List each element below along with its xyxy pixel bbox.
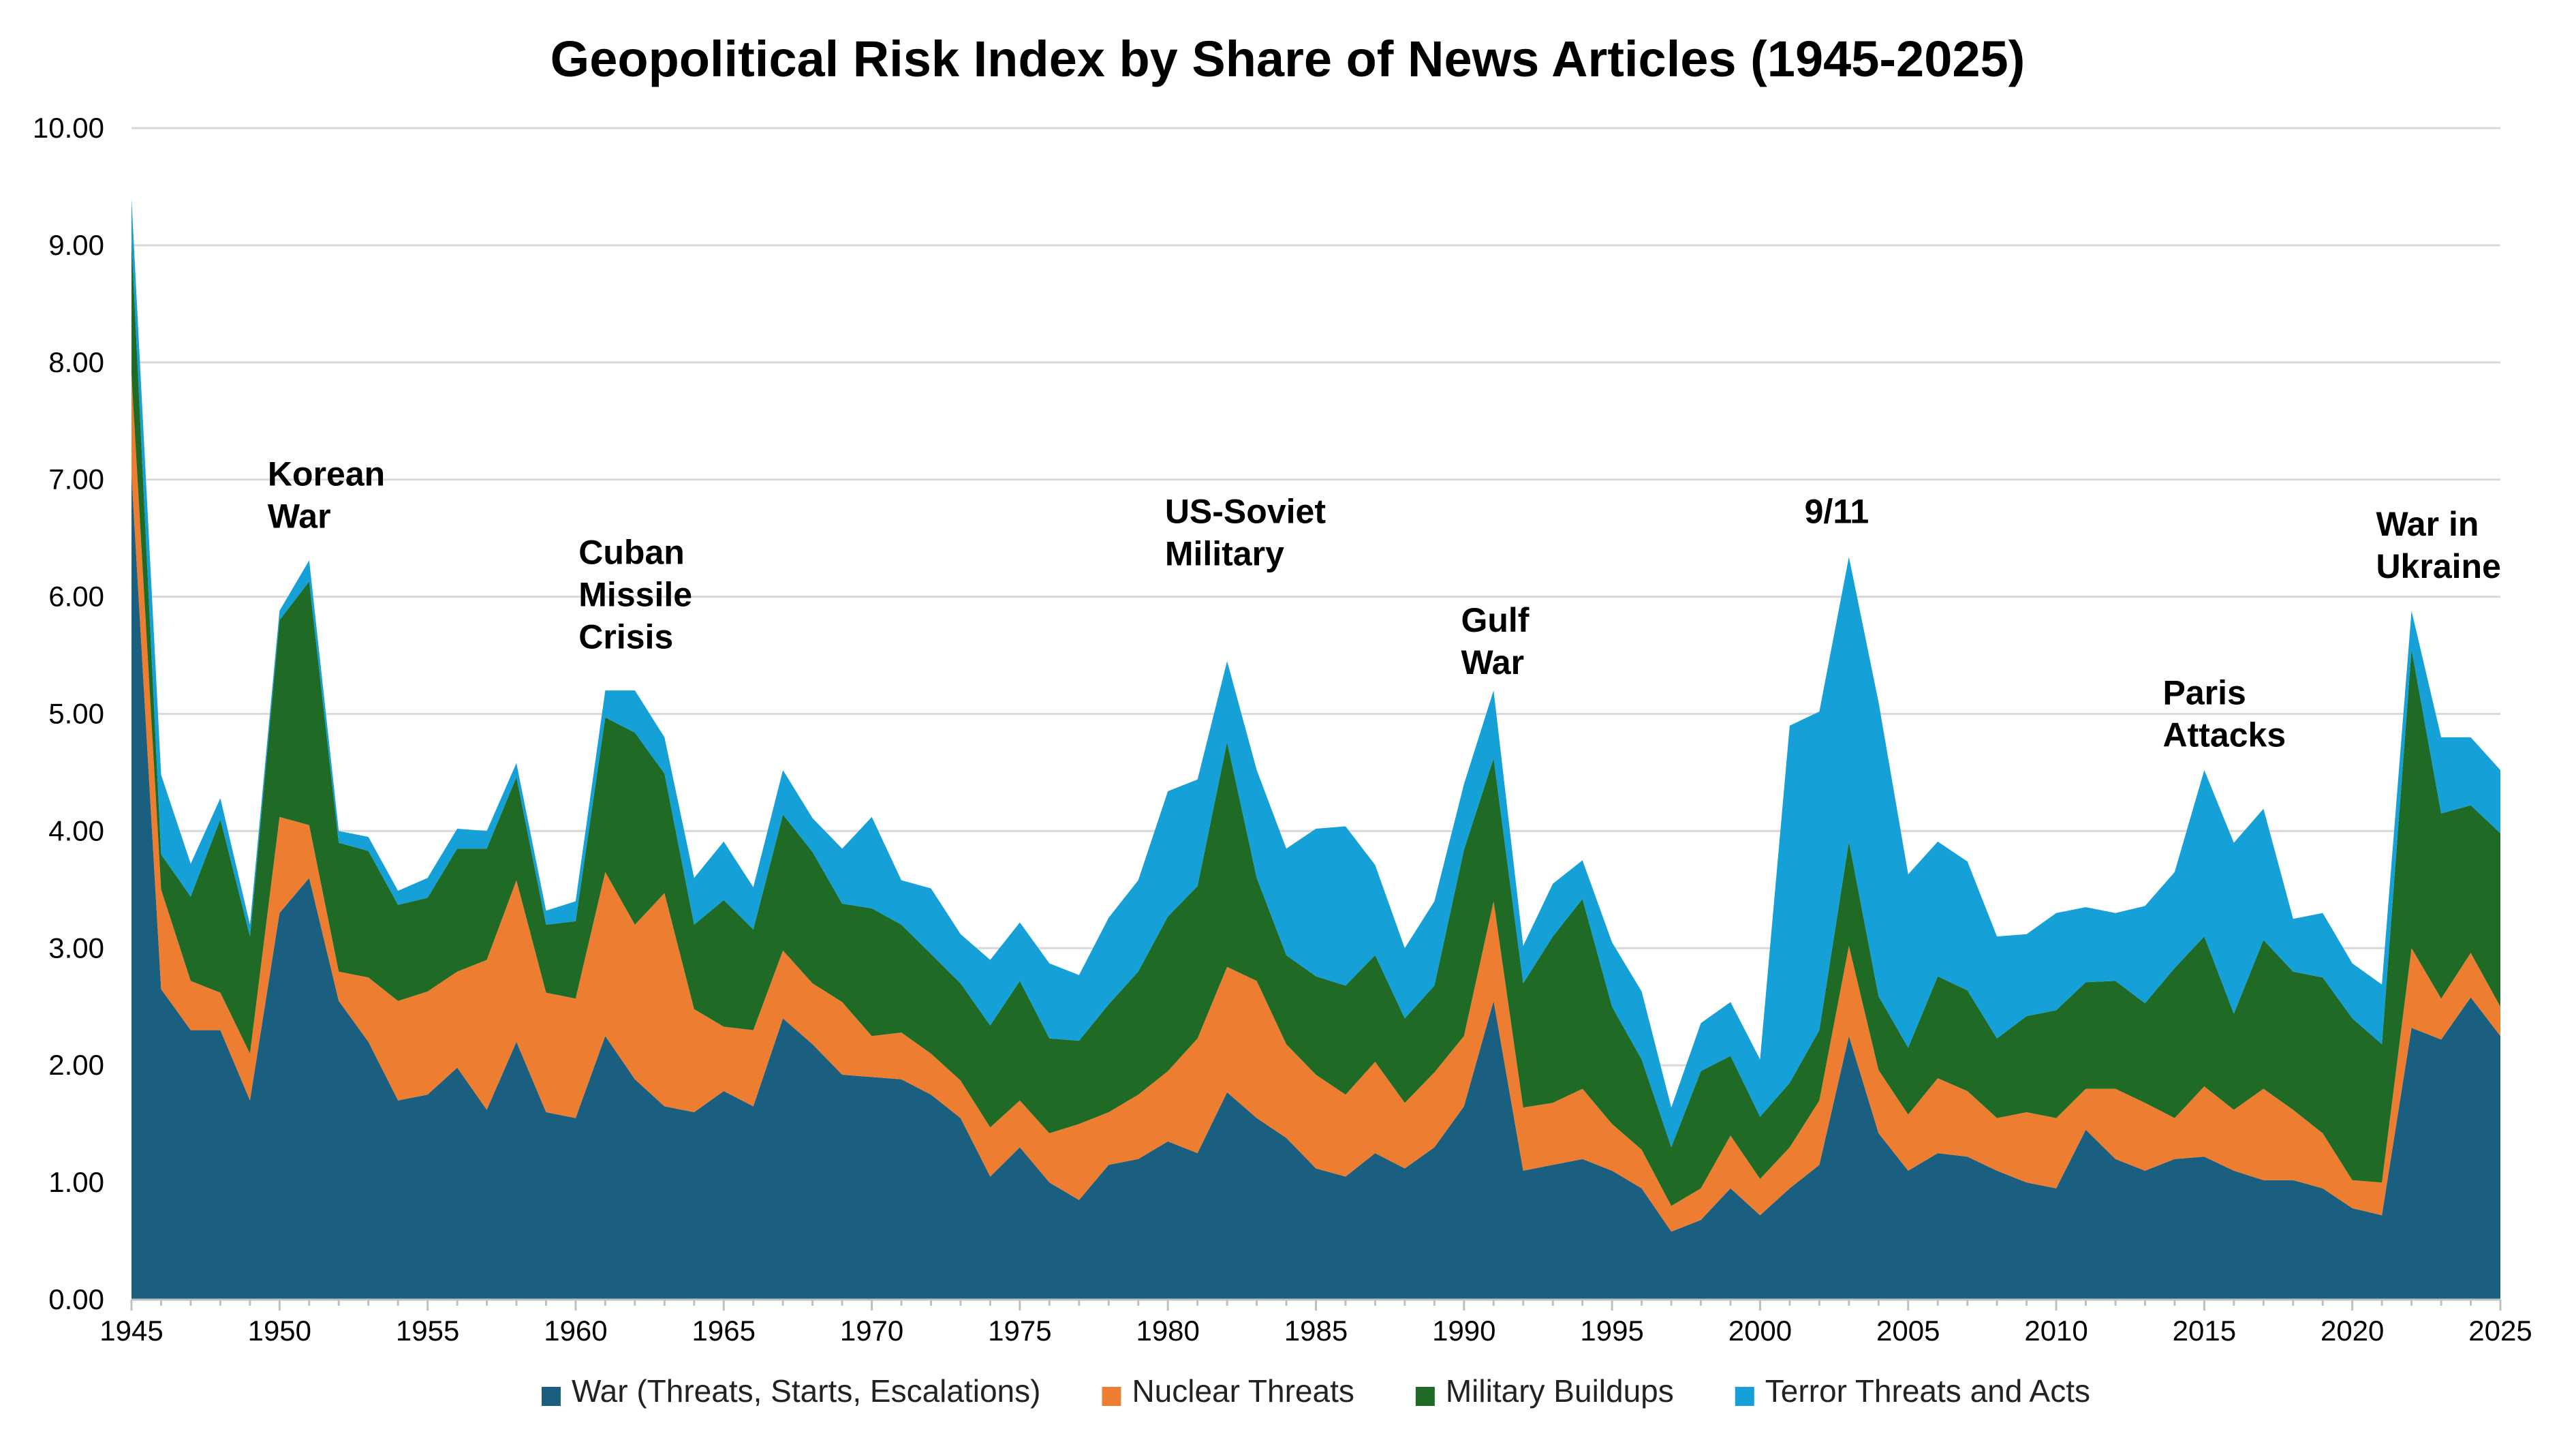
legend-swatch: [1735, 1387, 1754, 1406]
annotation-line: 9/11: [1805, 492, 1869, 530]
annotation-line: Cuban: [578, 533, 685, 571]
y-tick-label: 2.00: [48, 1049, 104, 1081]
x-tick-label: 2025: [2468, 1315, 2532, 1347]
y-tick-label: 7.00: [48, 463, 104, 495]
y-tick-label: 3.00: [48, 932, 104, 964]
x-tick-label: 2020: [2321, 1315, 2384, 1347]
annotation-line: War in: [2376, 505, 2479, 543]
y-tick-label: 0.00: [48, 1283, 104, 1315]
x-tick-label: 2000: [1728, 1315, 1792, 1347]
legend-item: Nuclear Threats: [1102, 1373, 1354, 1409]
annotation-line: Attacks: [2163, 716, 2286, 754]
event-annotation: US-Soviet Military: [1165, 492, 1326, 572]
annotation-line: Paris: [2163, 674, 2246, 712]
x-tick-label: 2010: [2024, 1315, 2088, 1347]
axis-layer: 0.00 1.00 2.00 3.00 4.00 5.00 6.00 7.00 8.00 9.00…: [33, 112, 2532, 1347]
x-tick-label: 1950: [248, 1315, 311, 1347]
event-annotation: Cuban Missile Crisis: [578, 533, 692, 656]
legend-label: Military Buildups: [1446, 1373, 1674, 1409]
annotation-line: War: [1461, 643, 1524, 681]
legend-swatch: [1102, 1387, 1121, 1406]
y-tick-label: 4.00: [48, 814, 104, 846]
area-series-nuclear-threats: [131, 374, 2500, 1232]
event-annotation: War in Ukraine: [2376, 505, 2500, 585]
y-tick-label: 5.00: [48, 698, 104, 730]
y-tick-label: 1.00: [48, 1166, 104, 1198]
area-layer: [131, 198, 2500, 1300]
annotation-line: Ukraine: [2376, 547, 2500, 585]
annotation-line: US-Soviet: [1165, 492, 1326, 530]
y-tick-label: 6.00: [48, 581, 104, 613]
legend-label: Terror Threats and Acts: [1765, 1373, 2090, 1409]
event-annotation: Korean War: [268, 455, 385, 535]
x-tick-label: 1970: [840, 1315, 903, 1347]
x-tick-label: 1980: [1136, 1315, 1199, 1347]
x-tick-label: 1960: [544, 1315, 607, 1347]
area-series-war-threats-starts-escalations: [131, 474, 2500, 1300]
x-tick-label: 2005: [1876, 1315, 1940, 1347]
annotation-line: Crisis: [578, 617, 673, 656]
legend: War (Threats, Starts, Escalations) Nuclea…: [541, 1373, 2090, 1409]
y-tick-label: 9.00: [48, 229, 104, 261]
area-series-military-buildups: [131, 239, 2500, 1206]
x-tick-label: 1965: [692, 1315, 756, 1347]
x-tick-label: 1990: [1432, 1315, 1495, 1347]
legend-label: War (Threats, Starts, Escalations): [572, 1373, 1040, 1409]
x-tick-label: 2015: [2173, 1315, 2236, 1347]
x-tick-label: 1975: [988, 1315, 1051, 1347]
annotation-line: War: [268, 497, 331, 535]
event-annotation: Paris Attacks: [2163, 674, 2286, 754]
legend-item: Military Buildups: [1415, 1373, 1674, 1409]
annotation-line: Missile: [578, 575, 692, 613]
event-annotation: 9/11: [1805, 492, 1869, 530]
annotation-layer: Korean War Cuban Missile Crisis US-Soviet Mili…: [268, 455, 2501, 754]
legend-label: Nuclear Threats: [1132, 1373, 1354, 1409]
y-tick-label: 8.00: [48, 346, 104, 378]
x-tick-label: 1985: [1284, 1315, 1348, 1347]
area-series-terror-threats-and-acts: [131, 198, 2500, 1148]
event-annotation: Gulf War: [1461, 601, 1529, 681]
y-tick-label: 10.00: [33, 112, 104, 144]
x-tick-label: 1945: [99, 1315, 163, 1347]
x-tick-label: 1995: [1580, 1315, 1643, 1347]
legend-swatch: [1415, 1387, 1435, 1406]
annotation-line: Gulf: [1461, 601, 1529, 639]
chart-title: Geopolitical Risk Index by Share of News…: [550, 31, 2026, 87]
legend-item: War (Threats, Starts, Escalations): [541, 1373, 1040, 1409]
x-tick-label: 1955: [396, 1315, 459, 1347]
legend-item: Terror Threats and Acts: [1735, 1373, 2090, 1409]
annotation-line: Military: [1165, 534, 1284, 572]
legend-swatch: [541, 1387, 561, 1406]
annotation-line: Korean: [268, 455, 385, 493]
